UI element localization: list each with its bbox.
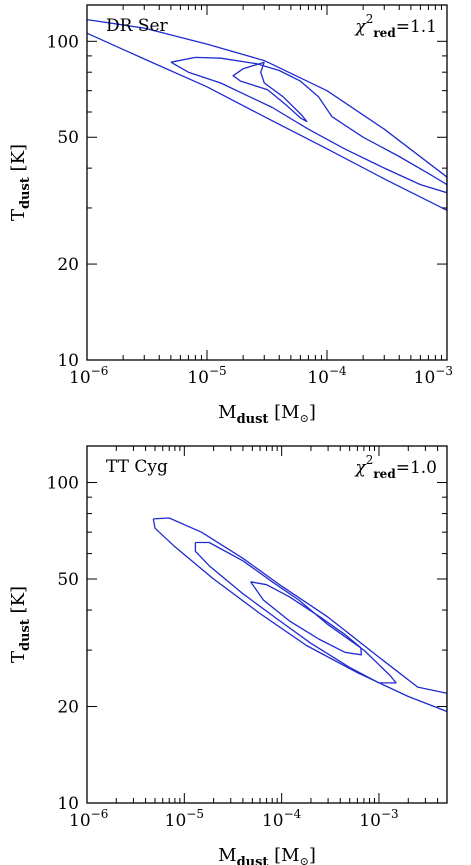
fit-quality-label: χ2red=1.0 [354, 453, 437, 481]
y-tick-label: 10 [57, 351, 79, 371]
plot-frame [86, 445, 448, 804]
panel-title: TT Cyg [106, 457, 168, 477]
plot-frame [86, 4, 448, 361]
x-tick-label: 10−5 [187, 364, 226, 388]
y-axis-label-group: Tdust [K] [8, 586, 33, 663]
x-tick-label: 10−6 [69, 364, 108, 388]
y-tick-label: 20 [57, 255, 79, 275]
contour-inner [250, 581, 363, 656]
contour-middle [170, 56, 447, 194]
contour-outer [152, 517, 447, 713]
y-tick-label: 20 [57, 698, 79, 718]
contour-middle [194, 541, 397, 684]
x-tick-label: 10−6 [69, 807, 108, 831]
x-tick-label: 10−4 [262, 807, 302, 831]
y-axis-label-group: Tdust [K] [8, 144, 33, 221]
chart-panel-1: 10−6 10−5 10−4 10−3 10 20 50 100 DR Ser χ2red=1.1… [8, 4, 453, 427]
fit-quality-label: χ2red=1.1 [354, 12, 437, 40]
y-axis-label: Tdust [K] [8, 144, 33, 221]
panel-title: DR Ser [106, 16, 169, 36]
contour-group [152, 517, 447, 713]
x-axis-label: Mdust [M⊙] [218, 402, 316, 427]
y-tick-label: 10 [57, 794, 79, 814]
contour-inner [232, 61, 308, 123]
y-axis-label: Tdust [K] [8, 586, 33, 663]
y-tick-label: 50 [57, 570, 79, 590]
y-tick-label: 50 [57, 128, 79, 148]
contour-group [87, 18, 447, 211]
chart-panel-2: 10−6 10−5 10−4 10−3 10 20 50 100 TT Cyg χ2red=1.0… [8, 445, 448, 865]
x-tick-label: 10−4 [307, 364, 347, 388]
x-tick-label: 10−3 [414, 364, 453, 388]
x-tick-label: 10−5 [165, 807, 204, 831]
contour-outer [87, 18, 447, 211]
x-tick-label: 10−3 [359, 807, 398, 831]
y-tick-label: 100 [47, 32, 79, 52]
y-tick-label: 100 [47, 474, 79, 494]
x-axis-label: Mdust [M⊙] [218, 845, 316, 865]
